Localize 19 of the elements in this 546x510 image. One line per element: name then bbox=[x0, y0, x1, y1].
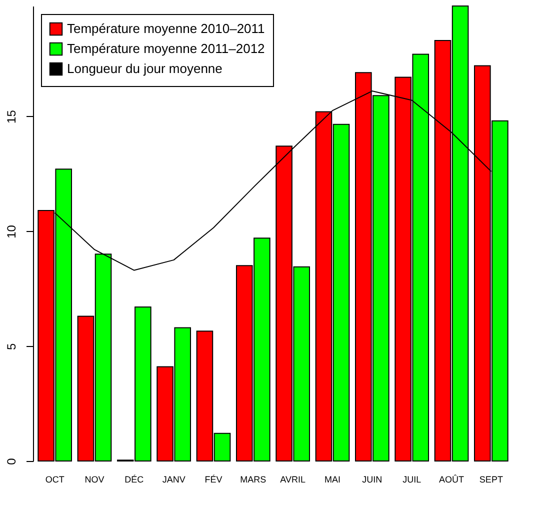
y-tick-label: 15 bbox=[4, 110, 18, 124]
x-tick-label: SEPT bbox=[479, 474, 504, 484]
legend-label: Température moyenne 2010–2011 bbox=[67, 21, 265, 36]
x-tick-label: NOV bbox=[84, 474, 104, 484]
x-tick-label: JUIL bbox=[402, 474, 422, 484]
x-tick-label: DÉC bbox=[124, 474, 144, 484]
x-tick-label: AOÛT bbox=[439, 474, 465, 484]
x-tick-label: FÉV bbox=[204, 474, 222, 484]
y-tick-label: 10 bbox=[4, 224, 18, 238]
x-tick-label: JANV bbox=[162, 474, 186, 484]
y-tick-label: 5 bbox=[4, 342, 18, 350]
legend-label: Température moyenne 2011–2012 bbox=[67, 41, 265, 56]
x-tick-label: OCT bbox=[45, 474, 65, 484]
x-tick-label: MARS bbox=[240, 474, 266, 484]
legend-label: Longueur du jour moyenne bbox=[67, 61, 222, 76]
y-tick-label: 0 bbox=[4, 458, 18, 465]
x-tick-label: JUIN bbox=[362, 474, 382, 484]
x-tick-label: AVRIL bbox=[280, 474, 306, 484]
x-tick-label: MAI bbox=[324, 474, 341, 484]
